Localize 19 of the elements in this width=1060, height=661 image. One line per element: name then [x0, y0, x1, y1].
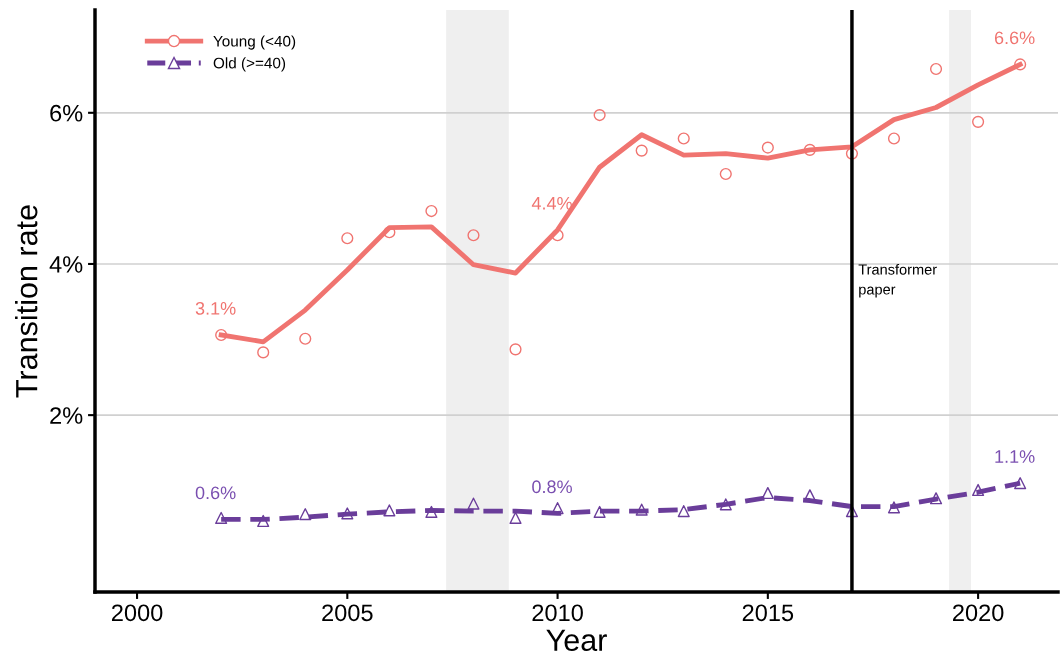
- annotation: 0.6%: [195, 486, 236, 500]
- x-tick-label: 2020: [953, 604, 1004, 622]
- annotation: 3.1%: [195, 301, 236, 315]
- y-axis-title: Transition rate: [15, 205, 38, 398]
- x-tick-label: 2000: [111, 604, 163, 622]
- y-tick-label: 6%: [50, 104, 83, 122]
- x-tick-label: 2015: [742, 604, 794, 622]
- legend-label: Old (>=40): [213, 57, 286, 72]
- annotation: 0.8%: [532, 480, 572, 494]
- legend-label: Young (<40): [213, 35, 296, 50]
- ref-line-label: Transformer paper: [858, 263, 937, 298]
- annotation: 6.6%: [994, 31, 1035, 45]
- y-tick-label: 4%: [49, 256, 83, 273]
- x-tick-label: 2010: [532, 604, 583, 622]
- y-tick-label: 2%: [50, 407, 83, 424]
- x-axis-title: Year: [546, 629, 607, 652]
- annotation: 4.4%: [531, 197, 572, 210]
- x-tick-label: 2005: [322, 604, 373, 622]
- annotation: 1.1%: [995, 450, 1035, 463]
